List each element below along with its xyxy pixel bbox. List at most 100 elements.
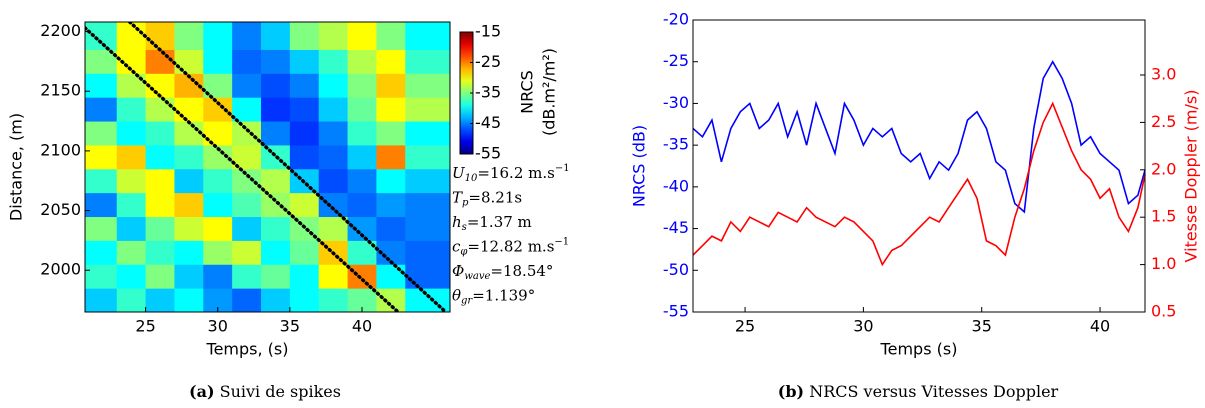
heat-cell: [232, 97, 262, 122]
colorbar-tick-label: -35: [475, 83, 501, 102]
heat-cell: [376, 264, 406, 289]
heat-cell: [289, 97, 320, 122]
y2-axis-label: Vitesse Doppler (m/s): [1182, 90, 1201, 263]
heat-cell: [203, 49, 233, 74]
heat-cell: [405, 73, 451, 98]
heat-cell: [376, 73, 406, 98]
y2-tick-label: 3.0: [1151, 64, 1176, 83]
caption-label: (a): [189, 382, 215, 401]
heat-cell: [347, 73, 377, 98]
annotation-symbol: Φ: [452, 262, 464, 280]
caption-text: Suivi de spikes: [220, 382, 341, 401]
heat-cell: [203, 97, 233, 122]
colorbar-tick-label: -15: [475, 22, 501, 41]
heat-cell: [145, 97, 175, 122]
heat-cell: [405, 240, 451, 265]
y2-tick-label: 1.0: [1151, 254, 1176, 273]
dotted-line: [85, 26, 400, 312]
heat-cell: [85, 192, 118, 218]
caption: (a) Suivi de spikes: [189, 382, 341, 401]
heat-cell: [261, 121, 291, 146]
heat-cell: [145, 22, 175, 50]
heat-cell: [261, 192, 291, 218]
heat-cell: [405, 216, 451, 241]
x-tick-label: 40: [1090, 317, 1110, 336]
annotation-sub: gr: [461, 295, 473, 306]
heat-cell: [318, 216, 349, 241]
series-line: [692, 60, 1146, 214]
heat-cell: [289, 264, 320, 289]
axes-frame: [84, 21, 451, 313]
annotation-sup: −1: [555, 163, 570, 174]
annotation-text: =1.139°: [472, 287, 535, 305]
heat-cell: [174, 288, 204, 313]
heat-cell: [318, 121, 349, 146]
heat-cell: [174, 97, 204, 122]
heat-cell: [85, 240, 118, 265]
heat-cell: [203, 22, 233, 50]
heat-cell: [376, 168, 406, 194]
heat-cell: [376, 49, 406, 74]
heat-cell: [347, 49, 377, 74]
heat-cell: [203, 192, 233, 218]
heat-cell: [145, 288, 175, 313]
heat-cell: [203, 168, 233, 194]
x-tick-label: 30: [853, 317, 873, 336]
y-tick-label: -25: [663, 51, 689, 70]
heat-cell: [116, 73, 147, 98]
annotation-sub: p: [462, 197, 469, 208]
annotation: U10=16.2 m.s−1: [452, 163, 570, 184]
heat-cell: [261, 216, 291, 241]
heat-cell: [232, 288, 262, 313]
annotation-symbol: h: [452, 213, 462, 231]
annotation-symbol: U: [452, 164, 466, 182]
annotation-text: =8.21s: [468, 189, 522, 207]
heat-cell: [289, 49, 320, 74]
annotation-sub: s: [462, 222, 467, 233]
heat-cell: [203, 240, 233, 265]
annotation: hs=1.37 m: [452, 213, 532, 233]
heat-cell: [116, 97, 147, 122]
annotation-text: =1.37 m: [467, 213, 532, 231]
y-tick-label: 2200: [40, 21, 81, 40]
heat-cell: [318, 22, 349, 50]
heat-cell: [289, 240, 320, 265]
heat-cell: [116, 288, 147, 313]
heat-cell: [174, 216, 204, 241]
heat-cell: [261, 73, 291, 98]
heat-cell: [261, 288, 291, 313]
heat-cell: [318, 144, 349, 170]
x-tick-label: 25: [135, 317, 155, 336]
y-tick-label: 2050: [40, 200, 81, 219]
heat-cell: [376, 97, 406, 122]
heat-cell: [145, 216, 175, 241]
annotation: Φwave=18.54°: [452, 262, 553, 282]
colorbar-tick-label: -45: [475, 113, 501, 132]
y-tick-label: -30: [663, 93, 689, 112]
x-axis-label: Temps (s): [880, 340, 958, 359]
heat-cell: [174, 49, 204, 74]
heat-cell: [405, 192, 451, 218]
annotation: θgr=1.139°: [452, 287, 535, 307]
heat-cell: [145, 49, 175, 74]
annotation-text: =12.82 m.s: [467, 238, 554, 256]
annotation-text: =18.54°: [490, 262, 553, 280]
y-tick-label: -20: [663, 10, 689, 29]
annotation-sub: wave: [464, 271, 490, 282]
y-tick-label: 2100: [40, 140, 81, 159]
heat-cell: [347, 168, 377, 194]
heat-cell: [232, 121, 262, 146]
x-axis-label: Temps, (s): [206, 340, 289, 359]
heat-cell: [376, 22, 406, 50]
y2-tick-label: 0.5: [1151, 302, 1176, 321]
heat-cell: [203, 121, 233, 146]
annotation-symbol: T: [452, 189, 463, 207]
colorbar-tick-label: -55: [475, 144, 501, 163]
heat-cell: [85, 97, 118, 122]
y2-tick-label: 1.5: [1151, 207, 1176, 226]
heat-cell: [261, 49, 291, 74]
heat-cell: [232, 192, 262, 218]
heat-cell: [145, 121, 175, 146]
heat-cell: [347, 97, 377, 122]
